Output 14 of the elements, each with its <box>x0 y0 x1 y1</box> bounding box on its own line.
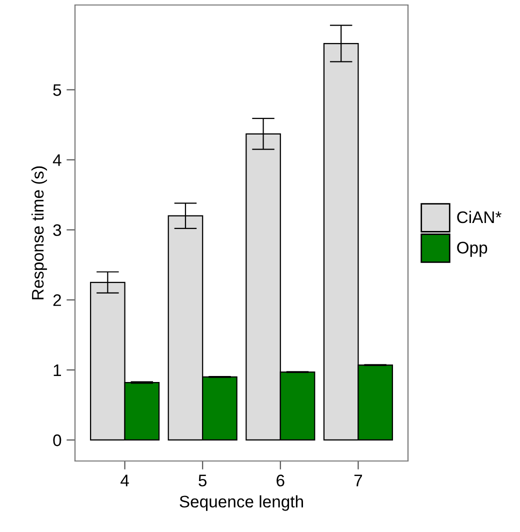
x-tick-label: 7 <box>354 474 362 486</box>
x-tick-label: 4 <box>120 474 129 486</box>
y-tick-label: 1 <box>54 364 61 376</box>
legend-label: CiAN* <box>457 210 502 224</box>
y-tick-label: 2 <box>53 294 61 306</box>
y-axis-title: Response time (s) <box>31 166 47 300</box>
y-tick-label: 5 <box>53 84 62 96</box>
x-axis-title: Sequence length <box>180 495 303 511</box>
x-tick-label: 6 <box>276 474 284 486</box>
legend-label: Opp <box>457 242 488 257</box>
y-tick-label: 4 <box>52 154 62 166</box>
y-tick-label: 3 <box>53 224 62 236</box>
x-tick-label: 5 <box>198 474 207 486</box>
y-tick-label: 0 <box>53 434 62 446</box>
